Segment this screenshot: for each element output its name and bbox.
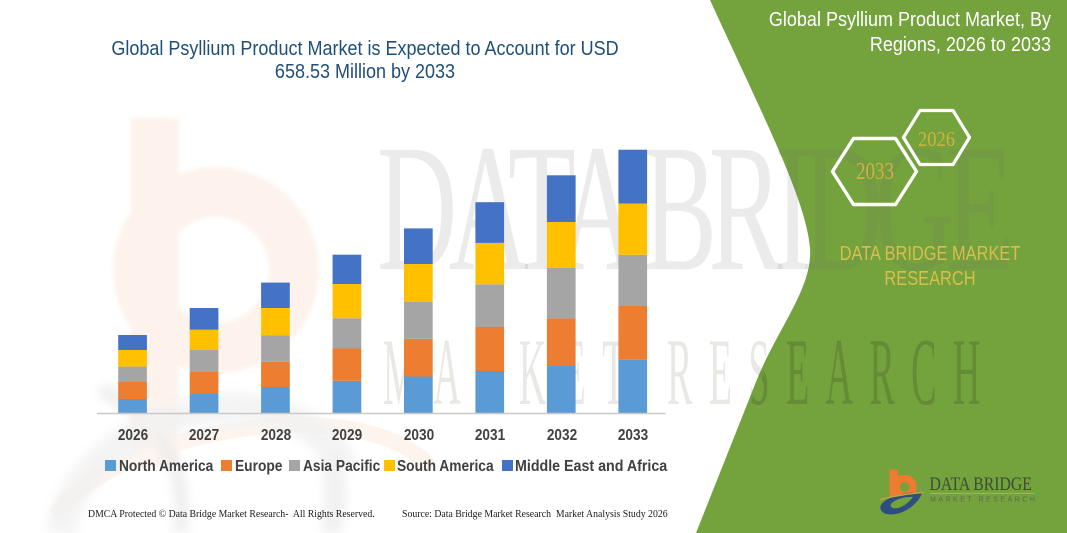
svg-text:DATA BRIDGE: DATA BRIDGE [930, 473, 1032, 495]
svg-text:MARKET RESEARCH: MARKET RESEARCH [930, 497, 1037, 504]
